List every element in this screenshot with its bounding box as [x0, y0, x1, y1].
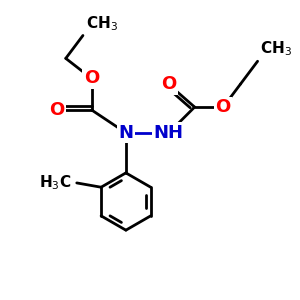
Text: NH: NH — [154, 124, 184, 142]
Text: CH$_3$: CH$_3$ — [260, 40, 292, 58]
Text: O: O — [161, 75, 176, 93]
Text: O: O — [50, 101, 65, 119]
Text: O: O — [84, 69, 99, 87]
Text: N: N — [118, 124, 134, 142]
Text: CH$_3$: CH$_3$ — [86, 14, 118, 33]
Text: O: O — [216, 98, 231, 116]
Text: H$_3$C: H$_3$C — [39, 174, 71, 192]
